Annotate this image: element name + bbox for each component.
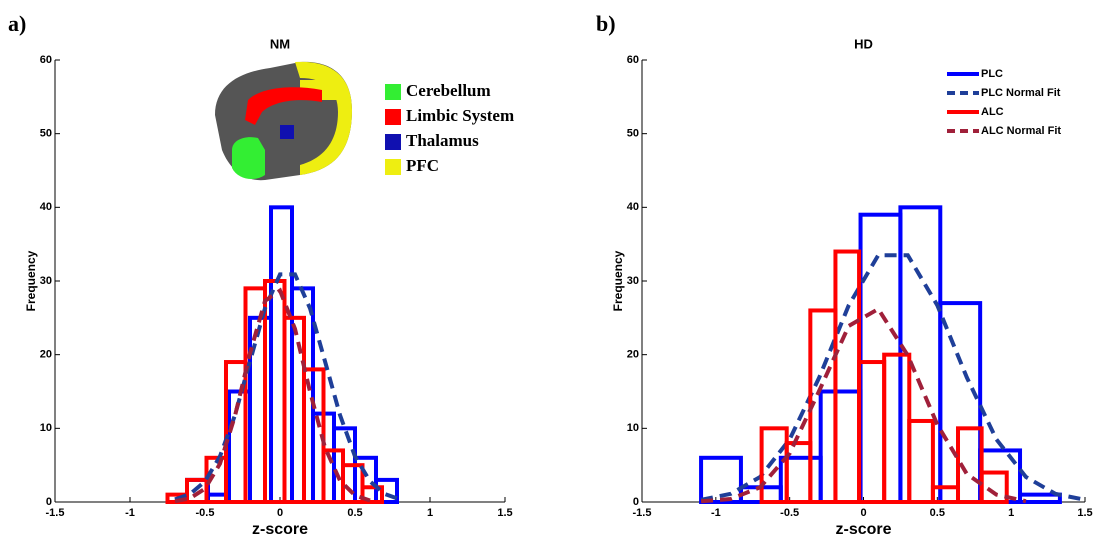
x-tick-label: 0.5 [347, 507, 362, 519]
x-tick-label: 1.5 [1077, 507, 1092, 519]
x-tick-label: 0 [860, 507, 866, 519]
y-tick-label: 40 [627, 201, 639, 213]
chart-title: NM [270, 36, 290, 51]
region-swatch [385, 159, 401, 175]
y-tick-label: 30 [40, 275, 52, 287]
histogram-bar [282, 315, 306, 505]
y-axis-label: Frequency [24, 250, 38, 311]
y-tick-label: 10 [627, 422, 639, 434]
limbic-region [245, 87, 322, 125]
x-tick-label: -0.5 [196, 507, 215, 519]
histogram-bar [360, 485, 384, 504]
legend-label: ALC Normal Fit [981, 125, 1061, 137]
fit-line [174, 272, 401, 502]
panel-label: a) [8, 11, 26, 36]
legend-box [943, 62, 1083, 156]
y-tick-label: 10 [40, 422, 52, 434]
y-tick-label: 40 [40, 201, 52, 213]
region-label: Cerebellum [406, 81, 491, 100]
region-swatch [385, 84, 401, 100]
y-tick-label: 30 [627, 275, 639, 287]
region-swatch [385, 134, 401, 150]
y-tick-label: 60 [627, 54, 639, 66]
y-tick-label: 20 [40, 349, 52, 361]
panel-label: b) [596, 11, 616, 36]
fit-line [700, 306, 1027, 504]
fit-line [174, 287, 371, 504]
histogram-bar [978, 448, 1023, 504]
x-tick-label: 1 [1008, 507, 1014, 519]
y-axis-label: Frequency [611, 250, 625, 311]
legend-label: PLC Normal Fit [981, 87, 1061, 99]
histogram-bar [263, 279, 287, 504]
legend-label: PLC [981, 68, 1003, 80]
histogram-bar [956, 426, 984, 505]
histogram-bar [833, 249, 862, 504]
x-tick-label: 1 [427, 507, 433, 519]
x-axis-label: z-score [252, 521, 308, 538]
region-label: Thalamus [406, 131, 479, 150]
x-tick-label: 0 [277, 507, 283, 519]
histogram-bar [857, 360, 887, 504]
y-tick-label: 0 [46, 496, 52, 508]
chart-title: HD [854, 36, 873, 51]
legend-label: ALC [981, 106, 1004, 118]
histogram-bar [699, 455, 743, 504]
y-tick-label: 60 [40, 54, 52, 66]
histogram-bar [341, 463, 365, 504]
thalamus-region [280, 125, 294, 139]
histogram-bar [1018, 492, 1062, 504]
x-tick-label: -1.5 [46, 507, 65, 519]
histogram-bar [759, 426, 789, 505]
histogram-bar [930, 485, 961, 504]
histogram-bar [882, 352, 912, 504]
y-tick-label: 50 [627, 128, 639, 140]
x-tick-label: -1 [125, 507, 135, 519]
x-tick-label: 1.5 [497, 507, 512, 519]
histogram-bar [979, 470, 1009, 504]
region-label: Limbic System [406, 106, 514, 125]
histogram-bar [858, 212, 903, 504]
fit-line [700, 253, 1086, 502]
brain-image [215, 61, 352, 181]
cerebellum-region [232, 137, 265, 180]
x-tick-label: 0.5 [930, 507, 945, 519]
histogram-bar [784, 441, 813, 505]
y-tick-label: 50 [40, 128, 52, 140]
region-label: PFC [406, 156, 439, 175]
histogram-bar [938, 301, 983, 504]
histogram-bar [907, 418, 935, 505]
x-tick-label: -0.5 [780, 507, 799, 519]
x-axis-label: z-score [835, 521, 891, 538]
region-swatch [385, 109, 401, 125]
histogram-bar [374, 477, 399, 504]
histogram-bar [269, 205, 294, 504]
histogram-bar [818, 389, 863, 504]
y-tick-label: 20 [627, 349, 639, 361]
x-tick-label: -1.5 [633, 507, 652, 519]
x-tick-label: -1 [711, 507, 721, 519]
y-tick-label: 0 [633, 496, 639, 508]
